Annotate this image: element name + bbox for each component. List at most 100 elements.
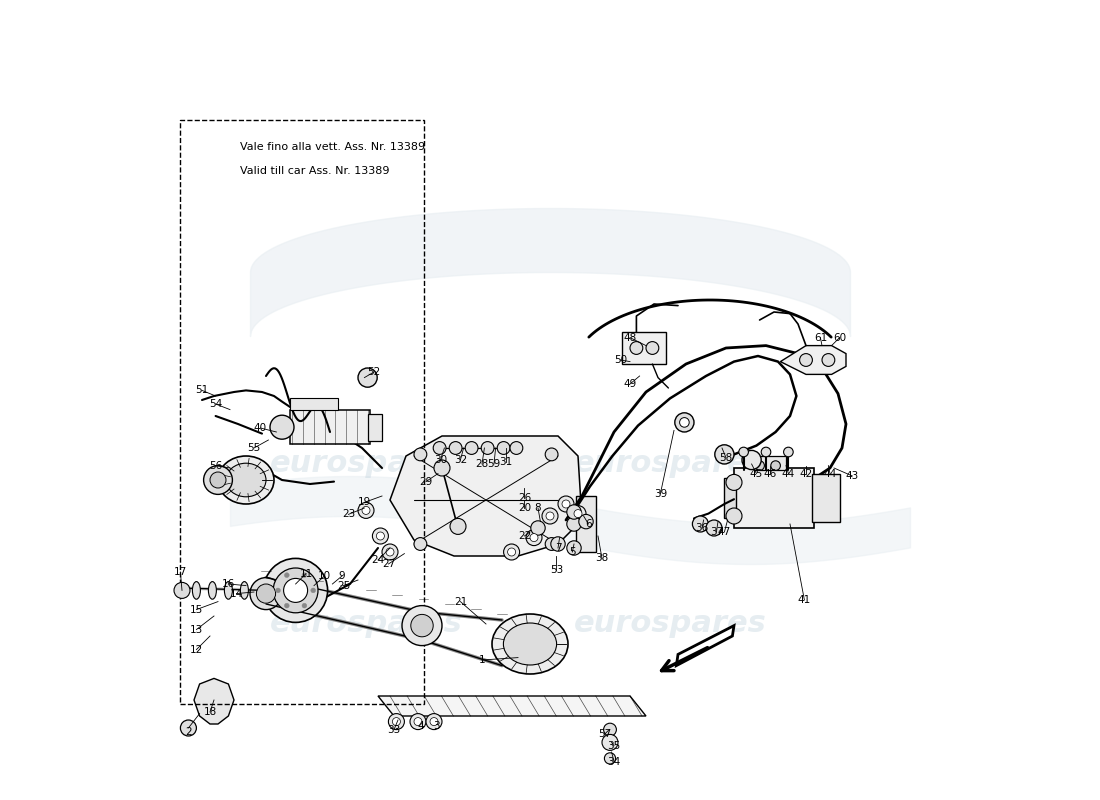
Circle shape <box>414 538 427 550</box>
Bar <box>290 410 370 444</box>
Text: 1: 1 <box>478 655 485 665</box>
Circle shape <box>800 354 813 366</box>
Circle shape <box>481 442 494 454</box>
Circle shape <box>285 573 289 578</box>
Bar <box>575 496 595 552</box>
Polygon shape <box>390 436 582 556</box>
Text: 44: 44 <box>782 469 795 478</box>
Circle shape <box>602 734 618 750</box>
Text: 56: 56 <box>209 461 222 470</box>
Circle shape <box>386 548 394 556</box>
Circle shape <box>273 568 318 613</box>
Text: eurospares: eurospares <box>573 450 767 478</box>
Text: 6: 6 <box>585 519 592 529</box>
Text: 11: 11 <box>299 569 312 578</box>
Text: 32: 32 <box>454 455 467 465</box>
Text: 16: 16 <box>222 579 235 589</box>
Text: 13: 13 <box>190 625 204 634</box>
Text: 10: 10 <box>318 571 331 581</box>
Circle shape <box>566 505 581 519</box>
Circle shape <box>507 548 516 556</box>
Circle shape <box>426 714 442 730</box>
Text: 46: 46 <box>763 469 777 478</box>
Circle shape <box>558 496 574 512</box>
Circle shape <box>430 718 438 726</box>
Circle shape <box>630 342 642 354</box>
Circle shape <box>302 573 307 578</box>
Polygon shape <box>378 696 646 716</box>
Ellipse shape <box>492 614 568 674</box>
Text: 19: 19 <box>358 498 371 507</box>
Circle shape <box>362 506 370 514</box>
Text: 22: 22 <box>518 531 531 541</box>
Circle shape <box>210 472 225 488</box>
Bar <box>290 398 338 410</box>
Bar <box>180 120 425 704</box>
Text: 44: 44 <box>824 469 837 478</box>
Text: Vale fino alla vett. Ass. Nr. 13389: Vale fino alla vett. Ass. Nr. 13389 <box>241 142 426 153</box>
Circle shape <box>755 461 764 470</box>
Circle shape <box>822 354 835 366</box>
Ellipse shape <box>504 623 557 665</box>
Ellipse shape <box>218 456 274 504</box>
Text: 41: 41 <box>798 595 811 605</box>
Text: 7: 7 <box>554 543 561 553</box>
Circle shape <box>250 578 282 610</box>
Circle shape <box>542 508 558 524</box>
Circle shape <box>546 512 554 520</box>
Text: 3: 3 <box>433 722 440 731</box>
Text: 28: 28 <box>475 459 488 469</box>
Text: eurospares: eurospares <box>270 610 462 638</box>
Text: 51: 51 <box>196 386 209 395</box>
Circle shape <box>180 720 197 736</box>
Text: 31: 31 <box>499 458 513 467</box>
Circle shape <box>264 558 328 622</box>
Circle shape <box>566 517 581 531</box>
Ellipse shape <box>224 582 232 599</box>
Text: 21: 21 <box>454 597 467 606</box>
Circle shape <box>726 508 742 524</box>
Circle shape <box>497 442 510 454</box>
Text: 18: 18 <box>204 707 217 717</box>
Ellipse shape <box>208 582 217 599</box>
Text: 8: 8 <box>535 503 541 513</box>
Circle shape <box>174 582 190 598</box>
Circle shape <box>302 603 307 608</box>
Circle shape <box>715 445 734 464</box>
Circle shape <box>414 448 427 461</box>
Text: 38: 38 <box>595 554 608 563</box>
Circle shape <box>739 447 748 457</box>
Bar <box>754 456 786 470</box>
Circle shape <box>382 544 398 560</box>
Circle shape <box>551 537 565 551</box>
Text: 9: 9 <box>339 571 345 581</box>
Text: Valid till car Ass. Nr. 13389: Valid till car Ass. Nr. 13389 <box>241 166 389 177</box>
Text: 36: 36 <box>695 523 708 533</box>
Circle shape <box>726 474 742 490</box>
Circle shape <box>410 714 426 730</box>
Circle shape <box>706 520 722 536</box>
Text: 49: 49 <box>624 379 637 389</box>
Circle shape <box>434 460 450 476</box>
Circle shape <box>761 447 771 457</box>
Circle shape <box>562 500 570 508</box>
Circle shape <box>530 534 538 542</box>
Text: 58: 58 <box>719 453 733 462</box>
Text: 12: 12 <box>190 645 204 654</box>
Text: 52: 52 <box>367 367 381 377</box>
Circle shape <box>285 603 289 608</box>
Circle shape <box>604 723 616 736</box>
Circle shape <box>579 514 593 529</box>
Circle shape <box>284 578 308 602</box>
Text: 26: 26 <box>518 494 531 503</box>
Polygon shape <box>676 626 734 666</box>
Text: 39: 39 <box>653 489 667 498</box>
Circle shape <box>771 461 780 470</box>
Circle shape <box>410 614 433 637</box>
Circle shape <box>680 418 690 427</box>
Bar <box>367 414 382 441</box>
Circle shape <box>449 442 462 454</box>
Circle shape <box>358 368 377 387</box>
Ellipse shape <box>226 463 266 497</box>
Text: 34: 34 <box>607 757 620 766</box>
